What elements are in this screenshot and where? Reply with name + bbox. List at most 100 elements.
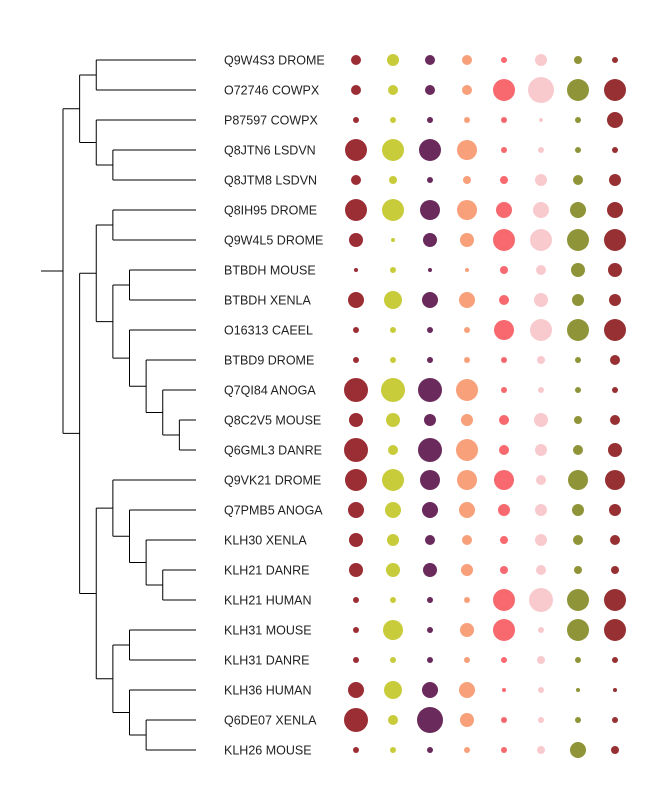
dot-14-1: [344, 438, 368, 462]
leaf-label: Q8JTM8 LSDVN: [224, 174, 317, 188]
dot-10-2: [390, 327, 396, 333]
dot-16-2: [385, 502, 401, 518]
dot-11-4: [464, 357, 470, 363]
leaf-label: Q7QI84 ANOGA: [224, 384, 316, 398]
dot-3-1: [353, 117, 359, 123]
dot-24-2: [390, 747, 396, 753]
dot-15-2: [382, 469, 404, 491]
dot-17-1: [349, 533, 363, 547]
leaf-label: Q6GML3 DANRE: [224, 444, 322, 458]
dot-16-8: [609, 504, 621, 516]
leaf-label: BTBDH MOUSE: [224, 264, 316, 278]
dot-18-6: [536, 565, 546, 575]
dot-2-2: [388, 85, 398, 95]
dot-12-2: [381, 378, 405, 402]
dot-16-1: [348, 502, 364, 518]
dot-12-3: [418, 378, 442, 402]
dot-16-5: [498, 504, 510, 516]
dot-6-7: [570, 202, 586, 218]
dot-21-8: [612, 657, 618, 663]
dot-21-4: [464, 657, 470, 663]
dot-4-5: [501, 147, 507, 153]
leaf-label: Q9W4S3 DROME: [224, 54, 325, 68]
dot-21-1: [353, 657, 359, 663]
dot-10-3: [427, 327, 433, 333]
dot-11-8: [610, 355, 620, 365]
dot-12-8: [612, 387, 618, 393]
dot-18-1: [349, 563, 363, 577]
dot-20-3: [427, 627, 433, 633]
dendrogram-tree: [41, 59, 196, 751]
dot-4-8: [612, 147, 618, 153]
dot-4-6: [538, 147, 544, 153]
dot-14-8: [608, 443, 622, 457]
dot-17-2: [387, 534, 399, 546]
dot-15-8: [605, 470, 625, 490]
dot-8-3: [428, 268, 432, 272]
dot-16-4: [459, 502, 475, 518]
dot-24-6: [537, 746, 545, 754]
dot-13-4: [461, 414, 473, 426]
leaf-label: O16313 CAEEL: [224, 324, 313, 338]
dot-3-6: [539, 118, 543, 122]
dot-19-4: [464, 597, 470, 603]
dot-17-7: [573, 535, 583, 545]
dot-10-1: [353, 327, 359, 333]
dot-2-7: [567, 79, 589, 101]
dot-5-5: [500, 176, 508, 184]
leaf-label: Q7PMB5 ANOGA: [224, 504, 323, 518]
dot-10-7: [567, 319, 589, 341]
dot-18-3: [423, 563, 437, 577]
dot-24-1: [353, 747, 359, 753]
dot-21-5: [501, 657, 507, 663]
dot-23-6: [538, 717, 544, 723]
dot-24-4: [464, 747, 470, 753]
dot-12-1: [344, 378, 368, 402]
dot-14-2: [388, 445, 398, 455]
dot-15-5: [494, 470, 514, 490]
dot-20-1: [353, 627, 359, 633]
dot-20-6: [538, 627, 544, 633]
dot-22-6: [538, 687, 544, 693]
dot-16-7: [572, 504, 584, 516]
dot-2-1: [351, 85, 361, 95]
dot-12-4: [456, 379, 478, 401]
dot-18-8: [611, 566, 619, 574]
dot-12-6: [538, 387, 544, 393]
dot-10-6: [530, 319, 552, 341]
dot-13-6: [534, 413, 548, 427]
dot-13-5: [499, 415, 509, 425]
dot-6-3: [420, 200, 440, 220]
dot-20-7: [567, 619, 589, 641]
dot-14-5: [499, 445, 509, 455]
dot-7-5: [493, 229, 515, 251]
dot-3-3: [427, 117, 433, 123]
dot-4-2: [382, 139, 404, 161]
dot-2-8: [604, 79, 626, 101]
dot-14-4: [456, 439, 478, 461]
leaf-label: KLH31 MOUSE: [224, 624, 312, 638]
dot-16-3: [422, 502, 438, 518]
dot-8-4: [465, 268, 469, 272]
dot-8-2: [390, 267, 396, 273]
dot-13-7: [574, 416, 582, 424]
dot-6-8: [607, 202, 623, 218]
dot-24-8: [611, 746, 619, 754]
leaf-label: O72746 COWPX: [224, 84, 320, 98]
leaf-label: BTBDH XENLA: [224, 294, 311, 308]
dot-9-1: [348, 292, 364, 308]
dot-matrix: [344, 54, 626, 758]
dot-1-3: [425, 55, 435, 65]
dot-24-3: [427, 747, 433, 753]
leaf-label: Q8JTN6 LSDVN: [224, 144, 316, 158]
dot-3-4: [464, 117, 470, 123]
dot-20-4: [460, 623, 474, 637]
dot-21-7: [575, 657, 581, 663]
leaf-label: KLH31 DANRE: [224, 654, 309, 668]
leaf-label: KLH30 XENLA: [224, 534, 307, 548]
dot-9-8: [609, 294, 621, 306]
dot-21-2: [390, 657, 396, 663]
dot-23-3: [417, 707, 443, 733]
dot-11-3: [427, 357, 433, 363]
dot-2-6: [528, 77, 554, 103]
